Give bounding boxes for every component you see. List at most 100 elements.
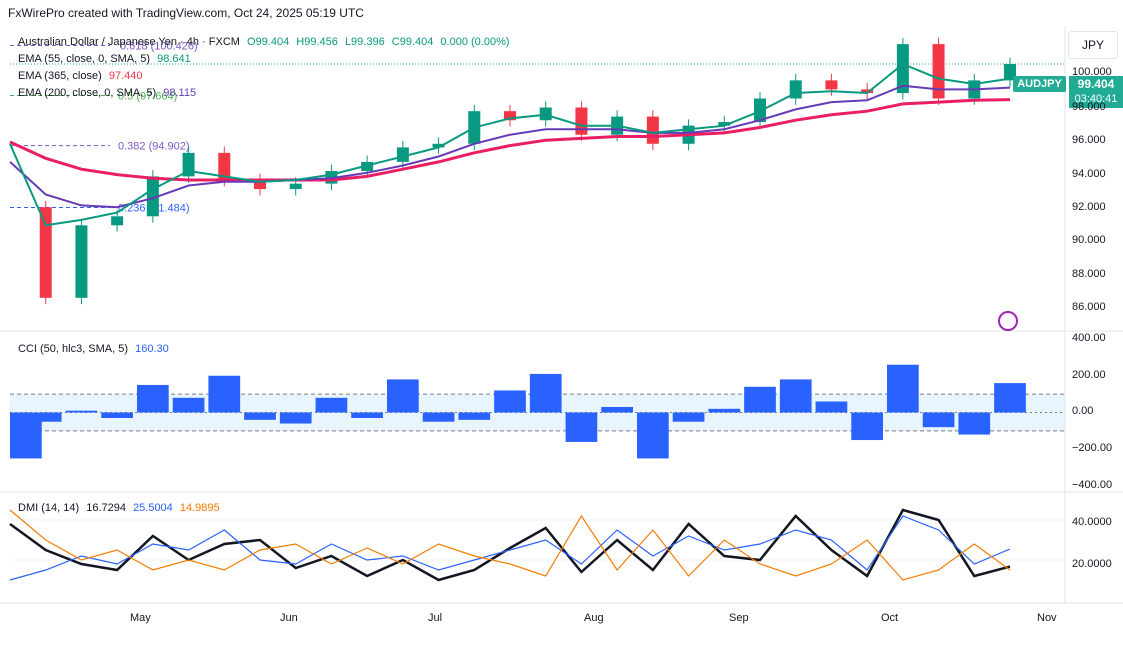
price-tick: 94.000 <box>1072 168 1106 180</box>
candle-body <box>861 89 874 94</box>
cci-tick: −200.00 <box>1072 442 1113 454</box>
cci-bar <box>351 412 383 419</box>
dmi-tick: 40.0000 <box>1072 516 1112 528</box>
ema-line <box>9 84 1011 209</box>
ticker-tag: AUDJPY <box>1013 76 1066 92</box>
candle-body <box>146 176 159 217</box>
cci-bar <box>922 412 955 428</box>
price-tick: 86.000 <box>1072 301 1106 313</box>
price-tick: 90.000 <box>1072 234 1106 246</box>
candle-body <box>825 80 838 90</box>
bar-countdown: 03:40:41 <box>1074 93 1118 105</box>
candle-body <box>432 143 445 148</box>
cci-bar <box>65 410 98 413</box>
symbol-title: Australian Dollar / Japanese Yen · 4h · … <box>18 36 240 48</box>
ema-line <box>9 98 1011 182</box>
month-label: Sep <box>729 612 749 624</box>
price-tag: 99.404 03:40:41 <box>1069 76 1123 108</box>
ema200-label: EMA (200, close, 0, SMA, 5) <box>18 87 157 99</box>
month-label: Aug <box>584 612 604 624</box>
candle-body <box>646 116 659 144</box>
dmi-line <box>9 508 1011 582</box>
low-value: L99.396 <box>344 36 385 48</box>
fib-level-label: 0.618 (100.426) <box>120 40 198 52</box>
month-label: Jun <box>280 612 298 624</box>
price-tick: 98.000 <box>1072 101 1106 113</box>
cci-value: 160.30 <box>135 343 169 355</box>
ema365-value: 97.440 <box>108 70 143 82</box>
cci-bar <box>172 397 205 413</box>
price-tick: 92.000 <box>1072 201 1106 213</box>
month-label: Oct <box>881 612 899 624</box>
symbol-legend[interactable]: Australian Dollar / Japanese Yen · 4h · … <box>18 36 514 48</box>
change-value: 0.000 (0.00%) <box>440 36 510 48</box>
cci-bar <box>708 408 741 413</box>
cci-bar <box>29 412 62 422</box>
cci-bar <box>529 373 562 413</box>
cci-legend[interactable]: CCI (50, hlc3, SMA, 5) 160.30 <box>18 343 173 355</box>
candle-body <box>218 152 231 181</box>
cci-bar <box>279 412 312 424</box>
cci-bar <box>958 412 991 435</box>
price-tick: 88.000 <box>1072 268 1106 280</box>
fib-level-label: 0.5 (97.664) <box>118 91 177 103</box>
open-value: O99.404 <box>247 36 290 48</box>
cci-tick: −400.00 <box>1072 479 1113 491</box>
minus-di-value: 14.9895 <box>179 502 220 514</box>
cci-bar <box>422 412 455 422</box>
cci-bar <box>744 386 776 413</box>
candle-body <box>289 183 302 190</box>
month-label: May <box>130 612 151 624</box>
dmi-legend[interactable]: DMI (14, 14) 16.7294 25.5004 14.9895 <box>18 502 224 514</box>
month-label: Nov <box>1037 612 1057 624</box>
candle-body <box>111 216 124 226</box>
dmi-line <box>9 509 1011 581</box>
candle-body <box>504 111 516 121</box>
adx-value: 16.7294 <box>86 502 126 514</box>
dmi-label: DMI (14, 14) <box>18 502 80 514</box>
cci-bar <box>779 379 812 413</box>
ema200-value: 98.115 <box>163 87 197 99</box>
cci-bar <box>101 412 133 419</box>
candle-body <box>254 180 266 190</box>
dmi-tick: 20.0000 <box>1072 558 1112 570</box>
high-value: H99.456 <box>296 36 338 48</box>
ema365-legend[interactable]: EMA (365, close) 97.440 <box>18 70 146 82</box>
dmi-line <box>9 515 1011 581</box>
candle-body <box>575 107 588 135</box>
cci-bar <box>994 383 1026 413</box>
currency-button[interactable]: JPY <box>1068 31 1118 59</box>
price-tick: 100.000 <box>1072 66 1112 78</box>
ema365-label: EMA (365, close) <box>18 70 102 82</box>
cci-tick: 0.00 <box>1072 405 1094 417</box>
ema55-label: EMA (55, close, 0, SMA, 5) <box>18 53 151 65</box>
cci-bar <box>851 412 883 441</box>
cci-tick: 400.00 <box>1072 332 1106 344</box>
cci-bar <box>137 384 169 413</box>
ema55-value: 98.641 <box>157 53 191 65</box>
cci-bar <box>672 412 705 422</box>
cci-bar <box>387 379 419 413</box>
watermark-credit: FxWirePro created with TradingView.com, … <box>8 6 364 20</box>
cci-bar <box>637 412 669 459</box>
tradingview-logo-icon[interactable] <box>998 311 1018 331</box>
plus-di-value: 25.5004 <box>133 502 173 514</box>
month-label: Jul <box>428 612 443 624</box>
cci-label: CCI (50, hlc3, SMA, 5) <box>18 343 129 355</box>
cci-tick: 200.00 <box>1072 369 1106 381</box>
cci-bar <box>244 412 276 420</box>
price-tick: 96.000 <box>1072 134 1106 146</box>
ema-line <box>9 62 1011 227</box>
last-price: 99.404 <box>1077 77 1115 91</box>
cci-bar <box>315 397 348 413</box>
cci-bar <box>601 406 633 413</box>
cci-bar <box>458 412 491 420</box>
candle-body <box>896 44 909 94</box>
ema200-legend[interactable]: EMA (200, close, 0, SMA, 5) 98.115 <box>18 87 200 99</box>
cci-bar <box>494 390 526 413</box>
cci-bar <box>815 401 848 413</box>
cci-bar <box>565 412 598 442</box>
ema55-legend[interactable]: EMA (55, close, 0, SMA, 5) 98.641 <box>18 53 195 65</box>
